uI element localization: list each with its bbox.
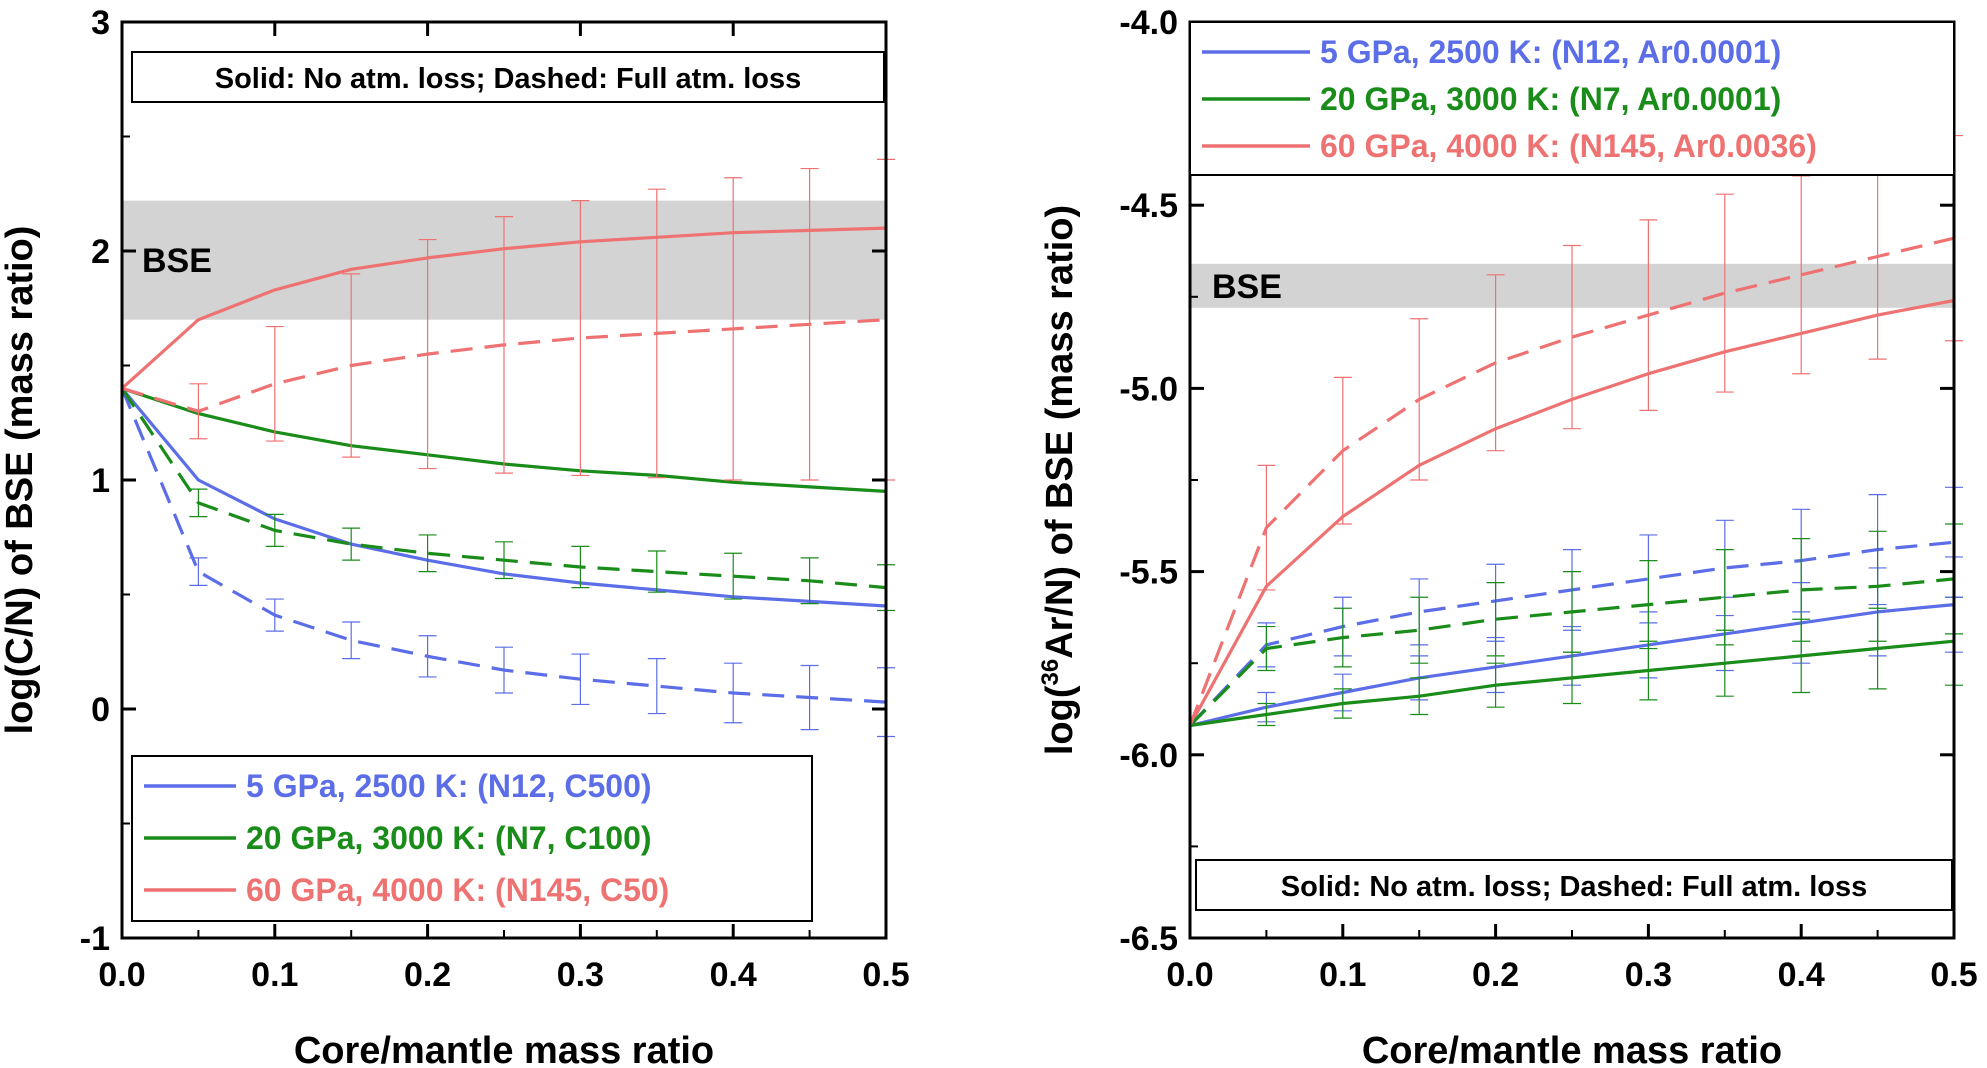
series-line-dashed — [1188, 577, 1955, 727]
x-tick-label: 0.5 — [1930, 956, 1977, 994]
series-4 — [120, 387, 895, 612]
x-tick-label: 0.0 — [1166, 956, 1213, 994]
legend-label: 20 GPa, 3000 K: (N7, C100) — [246, 820, 652, 856]
y-tick-label: -5.0 — [1119, 370, 1178, 408]
x-tick-label: 0.4 — [1778, 956, 1825, 994]
legend-box — [1189, 21, 1955, 176]
line-style-note: Solid: No atm. loss; Dashed: Full atm. l… — [131, 51, 885, 103]
x-axis-title: Core/mantle mass ratio — [294, 1030, 714, 1068]
legend-item: 5 GPa, 2500 K: (N12, Ar0.0001) — [1202, 34, 1781, 70]
error-bar — [418, 534, 437, 573]
error-bar — [724, 552, 743, 600]
line-style-note-text: Solid: No atm. loss; Dashed: Full atm. l… — [1281, 871, 1868, 903]
series-line-dashed — [120, 387, 887, 704]
legend-label: 5 GPa, 2500 K: (N12, Ar0.0001) — [1320, 34, 1781, 70]
x-tick-label: 0.1 — [251, 956, 298, 994]
y-tick-label: -4.0 — [1119, 4, 1178, 42]
y-axis-title: log(36Ar/N) of BSE (mass ratio) — [1037, 205, 1081, 755]
x-axis-title: Core/mantle mass ratio — [1362, 1030, 1782, 1068]
x-tick-label: 0.3 — [557, 956, 604, 994]
y-tick-label: -1 — [80, 920, 110, 958]
error-bar — [265, 325, 284, 442]
series-line-solid — [1189, 639, 1955, 728]
error-bar — [342, 621, 361, 660]
y-tick-label: 3 — [91, 4, 110, 42]
x-tick-label: 0.5 — [862, 956, 909, 994]
series-4 — [1188, 523, 1963, 727]
y-tick-label: 1 — [91, 462, 110, 500]
line-style-note: Solid: No atm. loss; Dashed: Full atm. l… — [1195, 859, 1953, 911]
y-tick-label: -5.5 — [1119, 554, 1178, 592]
y-tick-label: 0 — [91, 691, 110, 729]
legend-label: 20 GPa, 3000 K: (N7, Ar0.0001) — [1320, 81, 1781, 117]
series-line-dashed — [121, 318, 887, 413]
error-bar — [647, 550, 666, 593]
y-tick-label: -6.5 — [1119, 920, 1178, 958]
x-tick-label: 0.3 — [1625, 956, 1672, 994]
error-bar — [189, 557, 208, 586]
legend-item: 20 GPa, 3000 K: (N7, Ar0.0001) — [1202, 81, 1781, 117]
legend: 5 GPa, 2500 K: (N12, Ar0.0001) 20 GPa, 30… — [1189, 21, 1955, 176]
y-axis-title: log(C/N) of BSE (mass ratio) — [0, 226, 41, 735]
x-tick-label: 0.4 — [710, 956, 757, 994]
bse-band-label: BSE — [142, 242, 212, 280]
error-bar — [571, 200, 590, 477]
bse-band-label: BSE — [1212, 268, 1282, 306]
error-bar — [342, 527, 361, 561]
legend-item: 5 GPa, 2500 K: (N12, C500) — [144, 768, 652, 804]
x-tick-label: 0.2 — [404, 956, 451, 994]
left-panel: BSE 0.0 0.1 0.2 0.3 0.4 0.5 -1 0 1 2 3 Core/mantle m… — [0, 4, 910, 1068]
legend-box — [131, 755, 813, 922]
legend-item: 60 GPa, 4000 K: (N145, Ar0.0036) — [1202, 128, 1817, 164]
y-tick-label: 2 — [91, 233, 110, 271]
y-axis-title-prefix: log( — [1039, 685, 1081, 755]
y-axis-title-suffix: Ar/N) of BSE (mass ratio) — [1039, 205, 1081, 659]
error-bar — [1563, 244, 1581, 430]
error-bar — [1486, 581, 1505, 657]
series-3 — [120, 387, 895, 738]
error-bar — [1715, 549, 1734, 646]
legend-label: 60 GPa, 4000 K: (N145, Ar0.0036) — [1320, 128, 1817, 164]
legend-label: 60 GPa, 4000 K: (N145, C50) — [246, 872, 669, 908]
x-tick-label: 0.1 — [1319, 956, 1366, 994]
error-bar — [1410, 596, 1429, 664]
y-tick-label: -4.5 — [1119, 187, 1178, 225]
y-axis-title-superscript: 36 — [1037, 659, 1064, 686]
series-line-dashed — [1188, 236, 1955, 727]
legend: 5 GPa, 2500 K: (N12, C500) 20 GPa, 3000 K… — [131, 755, 813, 922]
line-style-note-text: Solid: No atm. loss; Dashed: Full atm. l… — [215, 63, 802, 95]
series-3 — [1188, 486, 1963, 727]
series-0 — [1189, 556, 1963, 728]
legend-item: 20 GPa, 3000 K: (N7, C100) — [144, 820, 652, 856]
error-bar — [1715, 193, 1734, 393]
x-tick-label: 0.0 — [98, 956, 145, 994]
error-bar — [647, 658, 666, 715]
legend-label: 5 GPa, 2500 K: (N12, C500) — [246, 768, 652, 804]
series-line-dashed — [120, 387, 887, 590]
x-tick-label: 0.2 — [1472, 956, 1519, 994]
legend-item: 60 GPa, 4000 K: (N145, C50) — [144, 872, 669, 908]
y-tick-label: -6.0 — [1119, 737, 1178, 775]
right-panel: BSE 0.0 0.1 0.2 0.3 0.4 0.5 -6.5 -6.0 -5.5 -5.0 -4.… — [1037, 4, 1978, 1068]
